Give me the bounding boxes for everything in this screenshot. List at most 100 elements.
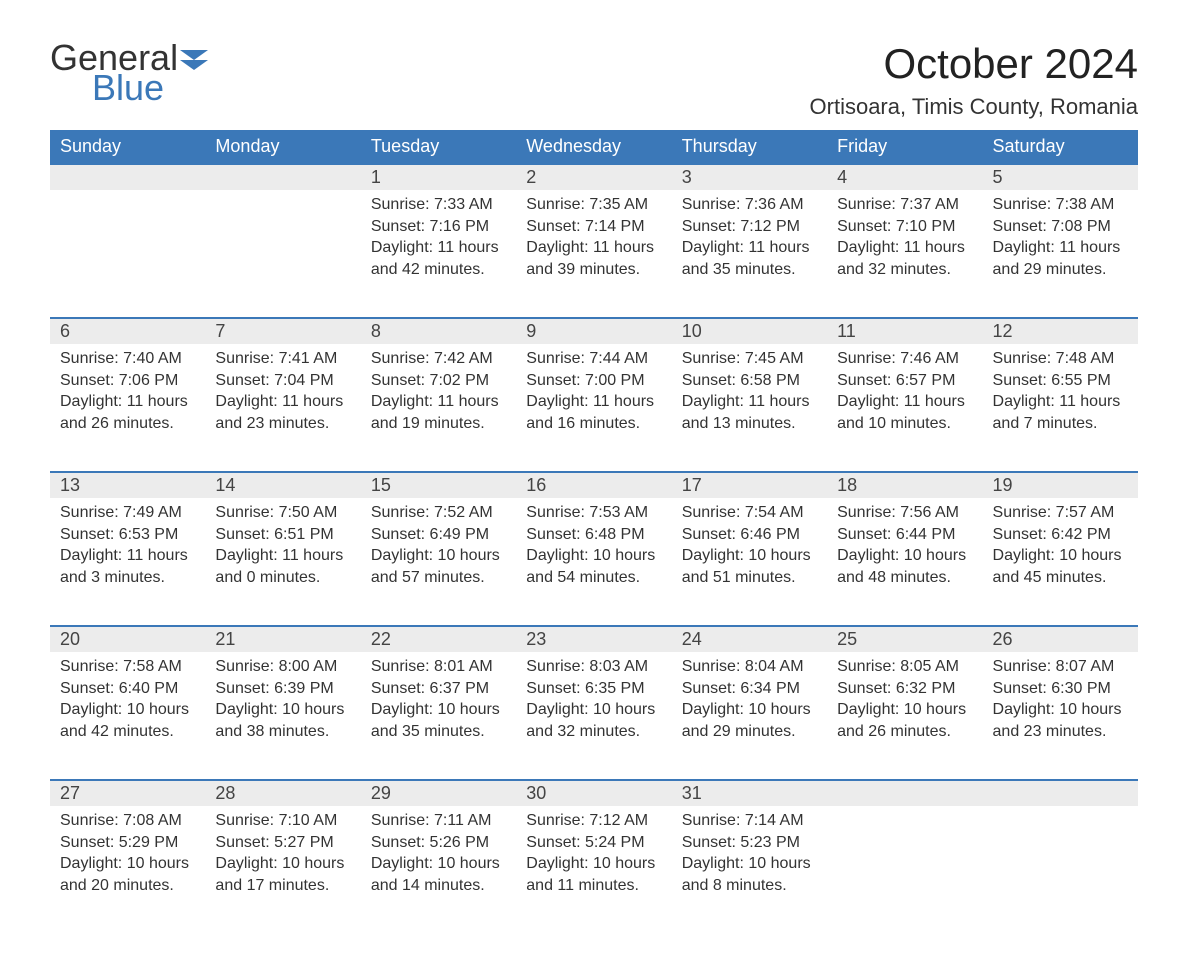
- sunrise-line: Sunrise: 8:05 AM: [837, 656, 972, 678]
- daylight-line: Daylight: 10 hours and 29 minutes.: [682, 699, 817, 742]
- day-number-row: 13141516171819: [50, 472, 1138, 498]
- sunset-line: Sunset: 6:58 PM: [682, 370, 817, 392]
- weekday-header: Thursday: [672, 130, 827, 164]
- daylight-line: Daylight: 11 hours and 7 minutes.: [993, 391, 1128, 434]
- day-content-cell: Sunrise: 8:05 AMSunset: 6:32 PMDaylight:…: [827, 652, 982, 780]
- sunrise-line: Sunrise: 8:00 AM: [215, 656, 350, 678]
- page-header: General Blue October 2024 Ortisoara, Tim…: [50, 40, 1138, 120]
- day-number-cell: 16: [516, 472, 671, 498]
- day-content-cell: Sunrise: 7:56 AMSunset: 6:44 PMDaylight:…: [827, 498, 982, 626]
- sunrise-line: Sunrise: 7:08 AM: [60, 810, 195, 832]
- day-number-cell: 18: [827, 472, 982, 498]
- daylight-line: Daylight: 11 hours and 39 minutes.: [526, 237, 661, 280]
- day-content-cell: Sunrise: 7:40 AMSunset: 7:06 PMDaylight:…: [50, 344, 205, 472]
- sunrise-line: Sunrise: 7:37 AM: [837, 194, 972, 216]
- sunset-line: Sunset: 5:23 PM: [682, 832, 817, 854]
- day-number-cell: 13: [50, 472, 205, 498]
- day-content-cell: Sunrise: 8:00 AMSunset: 6:39 PMDaylight:…: [205, 652, 360, 780]
- day-content-row: Sunrise: 7:08 AMSunset: 5:29 PMDaylight:…: [50, 806, 1138, 934]
- sunset-line: Sunset: 6:37 PM: [371, 678, 506, 700]
- daylight-line: Daylight: 10 hours and 38 minutes.: [215, 699, 350, 742]
- day-content-cell: Sunrise: 7:12 AMSunset: 5:24 PMDaylight:…: [516, 806, 671, 934]
- daylight-line: Daylight: 10 hours and 51 minutes.: [682, 545, 817, 588]
- day-content-row: Sunrise: 7:40 AMSunset: 7:06 PMDaylight:…: [50, 344, 1138, 472]
- day-number-cell: 15: [361, 472, 516, 498]
- sunset-line: Sunset: 6:46 PM: [682, 524, 817, 546]
- daylight-line: Daylight: 11 hours and 13 minutes.: [682, 391, 817, 434]
- weekday-header: Monday: [205, 130, 360, 164]
- sunrise-line: Sunrise: 7:11 AM: [371, 810, 506, 832]
- sunrise-line: Sunrise: 7:56 AM: [837, 502, 972, 524]
- day-content-cell: Sunrise: 7:35 AMSunset: 7:14 PMDaylight:…: [516, 190, 671, 318]
- sunset-line: Sunset: 6:44 PM: [837, 524, 972, 546]
- day-content-cell: Sunrise: 7:37 AMSunset: 7:10 PMDaylight:…: [827, 190, 982, 318]
- day-content-cell: [50, 190, 205, 318]
- sunset-line: Sunset: 5:26 PM: [371, 832, 506, 854]
- day-content-row: Sunrise: 7:49 AMSunset: 6:53 PMDaylight:…: [50, 498, 1138, 626]
- day-number-row: 12345: [50, 164, 1138, 190]
- day-content-cell: Sunrise: 7:33 AMSunset: 7:16 PMDaylight:…: [361, 190, 516, 318]
- day-number-cell: 2: [516, 164, 671, 190]
- day-number-cell: 12: [983, 318, 1138, 344]
- sunset-line: Sunset: 7:14 PM: [526, 216, 661, 238]
- sunset-line: Sunset: 6:40 PM: [60, 678, 195, 700]
- sunrise-line: Sunrise: 7:52 AM: [371, 502, 506, 524]
- day-content-cell: Sunrise: 7:53 AMSunset: 6:48 PMDaylight:…: [516, 498, 671, 626]
- day-content-cell: Sunrise: 7:44 AMSunset: 7:00 PMDaylight:…: [516, 344, 671, 472]
- day-content-cell: Sunrise: 7:11 AMSunset: 5:26 PMDaylight:…: [361, 806, 516, 934]
- daylight-line: Daylight: 11 hours and 42 minutes.: [371, 237, 506, 280]
- weekday-header: Saturday: [983, 130, 1138, 164]
- day-number-cell: 21: [205, 626, 360, 652]
- sunrise-line: Sunrise: 7:36 AM: [682, 194, 817, 216]
- daylight-line: Daylight: 10 hours and 42 minutes.: [60, 699, 195, 742]
- day-number-cell: 7: [205, 318, 360, 344]
- sunrise-line: Sunrise: 7:54 AM: [682, 502, 817, 524]
- day-number-cell: 3: [672, 164, 827, 190]
- day-content-cell: [827, 806, 982, 934]
- daylight-line: Daylight: 10 hours and 57 minutes.: [371, 545, 506, 588]
- day-number-cell: 17: [672, 472, 827, 498]
- weekday-header-row: Sunday Monday Tuesday Wednesday Thursday…: [50, 130, 1138, 164]
- day-number-cell: [983, 780, 1138, 806]
- sunset-line: Sunset: 6:35 PM: [526, 678, 661, 700]
- day-number-cell: 19: [983, 472, 1138, 498]
- day-number-cell: 29: [361, 780, 516, 806]
- day-number-cell: 6: [50, 318, 205, 344]
- sunset-line: Sunset: 5:27 PM: [215, 832, 350, 854]
- day-number-row: 2728293031: [50, 780, 1138, 806]
- day-content-cell: Sunrise: 8:04 AMSunset: 6:34 PMDaylight:…: [672, 652, 827, 780]
- day-content-cell: Sunrise: 7:50 AMSunset: 6:51 PMDaylight:…: [205, 498, 360, 626]
- sunrise-line: Sunrise: 7:53 AM: [526, 502, 661, 524]
- sunset-line: Sunset: 5:24 PM: [526, 832, 661, 854]
- sunrise-line: Sunrise: 7:58 AM: [60, 656, 195, 678]
- day-number-cell: [827, 780, 982, 806]
- day-content-cell: Sunrise: 7:08 AMSunset: 5:29 PMDaylight:…: [50, 806, 205, 934]
- day-number-cell: 20: [50, 626, 205, 652]
- day-content-cell: Sunrise: 8:07 AMSunset: 6:30 PMDaylight:…: [983, 652, 1138, 780]
- day-content-cell: Sunrise: 7:38 AMSunset: 7:08 PMDaylight:…: [983, 190, 1138, 318]
- sunset-line: Sunset: 7:04 PM: [215, 370, 350, 392]
- day-content-cell: [983, 806, 1138, 934]
- month-title: October 2024: [810, 40, 1138, 88]
- daylight-line: Daylight: 10 hours and 35 minutes.: [371, 699, 506, 742]
- sunrise-line: Sunrise: 7:57 AM: [993, 502, 1128, 524]
- day-number-cell: [50, 164, 205, 190]
- sunrise-line: Sunrise: 7:48 AM: [993, 348, 1128, 370]
- daylight-line: Daylight: 11 hours and 3 minutes.: [60, 545, 195, 588]
- day-content-cell: Sunrise: 7:42 AMSunset: 7:02 PMDaylight:…: [361, 344, 516, 472]
- day-number-cell: 11: [827, 318, 982, 344]
- daylight-line: Daylight: 10 hours and 8 minutes.: [682, 853, 817, 896]
- day-number-cell: 25: [827, 626, 982, 652]
- title-block: October 2024 Ortisoara, Timis County, Ro…: [810, 40, 1138, 120]
- location-subtitle: Ortisoara, Timis County, Romania: [810, 94, 1138, 120]
- sunset-line: Sunset: 6:48 PM: [526, 524, 661, 546]
- day-number-row: 20212223242526: [50, 626, 1138, 652]
- day-content-cell: [205, 190, 360, 318]
- sunrise-line: Sunrise: 7:41 AM: [215, 348, 350, 370]
- sunset-line: Sunset: 6:57 PM: [837, 370, 972, 392]
- sunset-line: Sunset: 7:00 PM: [526, 370, 661, 392]
- day-number-cell: 22: [361, 626, 516, 652]
- logo-flag-icon: [180, 50, 208, 70]
- day-content-cell: Sunrise: 7:54 AMSunset: 6:46 PMDaylight:…: [672, 498, 827, 626]
- daylight-line: Daylight: 10 hours and 48 minutes.: [837, 545, 972, 588]
